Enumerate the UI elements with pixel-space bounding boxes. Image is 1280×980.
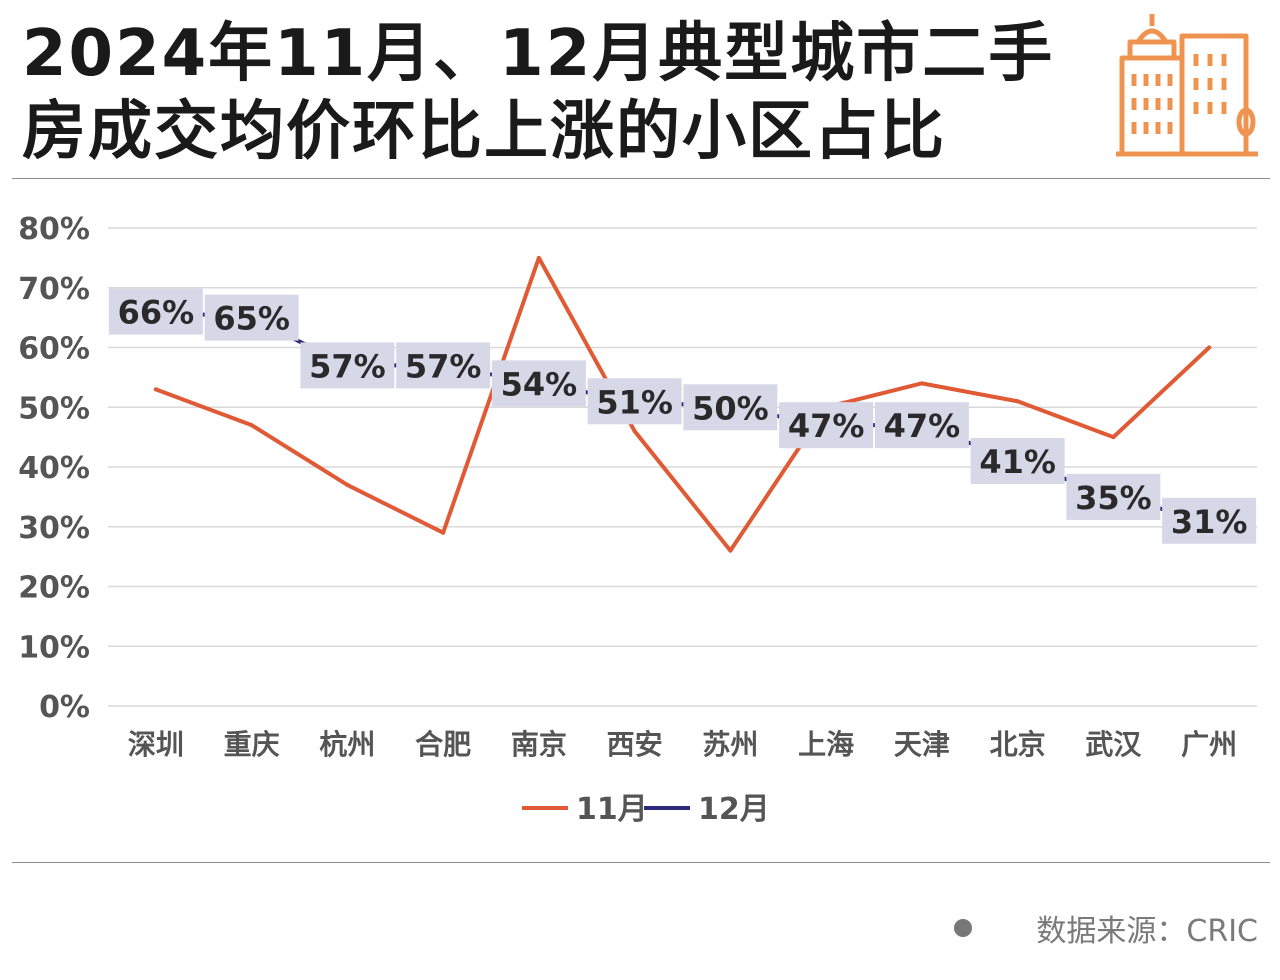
y-tick-label: 70% [18, 272, 90, 307]
x-tick-label: 武汉 [1085, 728, 1142, 761]
data-label: 65% [213, 300, 290, 338]
y-tick-label: 50% [18, 391, 90, 426]
data-label-box [970, 438, 1065, 485]
data-label-box [874, 402, 969, 449]
data-point [1111, 435, 1116, 440]
data-label: 35% [1075, 479, 1152, 517]
data-label: 57% [405, 347, 482, 385]
x-tick-label: 杭州 [319, 728, 375, 761]
data-point [632, 429, 637, 434]
data-label: 31% [1171, 503, 1248, 541]
x-tick-label: 北京 [990, 728, 1046, 761]
data-label: 57% [309, 347, 386, 385]
line-chart: 0% 10% 20% 30% 40% 50% 60% 70% 80% 深圳 重庆 杭州 合肥 南京 西安 苏… [18, 212, 1257, 827]
y-tick-label: 20% [18, 571, 90, 606]
x-tick-label: 南京 [511, 728, 567, 761]
x-tick-label: 西安 [607, 728, 663, 761]
data-label-box [1066, 473, 1161, 520]
data-point [919, 381, 924, 386]
data-labels: 66% 65% 57% 57% 54% 51% 50% 47% 47% 41% 35% 31% [108, 288, 1257, 544]
legend-label: 11月 [576, 792, 648, 827]
x-tick-label: 天津 [894, 728, 950, 761]
series-line [153, 255, 1212, 553]
data-point [536, 255, 541, 260]
source-note: 数据来源：CRIC [954, 906, 1258, 950]
data-point [249, 423, 254, 428]
data-label-box [108, 288, 203, 335]
data-label: 41% [979, 443, 1056, 481]
y-tick-label: 60% [18, 332, 90, 367]
y-tick-label: 80% [18, 212, 90, 247]
x-tick-label: 深圳 [128, 728, 184, 761]
data-label-box [396, 342, 491, 389]
y-tick-label: 30% [18, 511, 90, 546]
data-point [728, 548, 733, 553]
data-label-box [779, 402, 874, 449]
title-divider [12, 178, 1270, 179]
data-point [441, 530, 446, 535]
data-point [153, 387, 158, 392]
series-lines [153, 255, 1212, 553]
x-tick-label: 重庆 [224, 728, 280, 761]
x-axis-ticks: 深圳 重庆 杭州 合肥 南京 西安 苏州 上海 天津 北京 武汉 广州 [128, 728, 1237, 761]
data-label: 51% [596, 383, 673, 421]
data-label: 47% [788, 407, 865, 445]
data-label-box [491, 360, 586, 407]
data-label-box [587, 378, 682, 425]
legend: 11月 12月 [522, 792, 770, 827]
data-label-box [300, 342, 395, 389]
data-point [1207, 345, 1212, 350]
data-point [345, 482, 350, 487]
data-point [1015, 399, 1020, 404]
source-text: 数据来源：CRIC [1036, 914, 1258, 949]
chart-divider [12, 862, 1270, 863]
legend-label: 12月 [698, 792, 770, 827]
y-tick-label: 0% [39, 690, 90, 725]
y-tick-label: 40% [18, 451, 90, 486]
y-tick-label: 10% [18, 630, 90, 665]
chart-title-line-1: 2024年11月、12月典型城市二手 [22, 17, 1055, 91]
data-label: 66% [118, 294, 195, 332]
chart-title-line-2: 房成交均价环比上涨的小区占比 [22, 95, 946, 169]
x-tick-label: 合肥 [415, 728, 471, 761]
data-label: 50% [692, 389, 769, 427]
x-tick-label: 苏州 [702, 728, 758, 761]
data-label-box [683, 384, 778, 431]
building-icon [1116, 14, 1258, 157]
y-axis-ticks: 0% 10% 20% 30% 40% 50% 60% 70% 80% [18, 212, 90, 725]
bullet-dot [954, 919, 973, 937]
x-tick-label: 上海 [798, 728, 854, 761]
data-label: 47% [884, 407, 961, 445]
data-label-box [1162, 497, 1257, 544]
grid-lines [108, 227, 1257, 707]
data-label-box [204, 294, 299, 341]
data-label: 54% [501, 365, 578, 403]
x-tick-label: 广州 [1181, 728, 1237, 761]
